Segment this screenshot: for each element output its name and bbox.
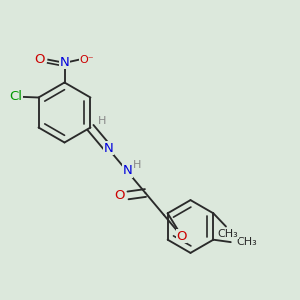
Text: CH₃: CH₃ bbox=[236, 237, 257, 247]
Text: CH₃: CH₃ bbox=[218, 229, 238, 239]
Text: O: O bbox=[34, 53, 45, 66]
Text: H: H bbox=[133, 160, 141, 170]
Text: O: O bbox=[176, 230, 187, 243]
Text: N: N bbox=[123, 164, 133, 177]
Text: O: O bbox=[114, 189, 124, 202]
Text: Cl: Cl bbox=[9, 90, 22, 104]
Text: N: N bbox=[104, 142, 114, 154]
Text: O⁻: O⁻ bbox=[80, 55, 94, 65]
Text: H: H bbox=[98, 116, 106, 126]
Text: N: N bbox=[60, 56, 69, 69]
